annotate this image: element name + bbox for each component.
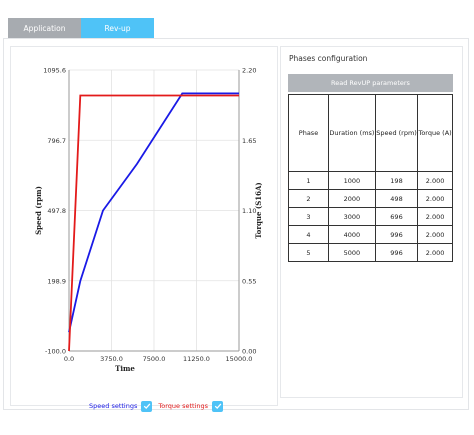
- speed-series-line: [68, 92, 239, 333]
- x-axis-title: Time: [115, 364, 135, 373]
- cell-duration[interactable]: 5000: [328, 243, 376, 262]
- cell-torque[interactable]: 2.000: [417, 243, 453, 262]
- cell-duration[interactable]: 1000: [328, 171, 376, 190]
- phases-title: Phases configuration: [289, 54, 368, 63]
- revup-chart: 0.0 3750.0 7500.0 11250.0 15000.0 -100.0 198.9…: [34, 67, 263, 374]
- read-revup-parameters-button[interactable]: Read RevUP parameters: [288, 74, 453, 92]
- column-header-speed: Speed (rpm): [374, 94, 419, 172]
- y2-tick-label: 0.55: [242, 277, 256, 285]
- y2-axis-title: Torque (S16A): [254, 182, 263, 239]
- x-tick-label: 3750.0: [100, 355, 123, 363]
- table-row: 5 5000 996 2.000: [288, 243, 453, 262]
- cell-torque[interactable]: 2.000: [417, 189, 453, 208]
- torque-settings-checkbox[interactable]: [212, 400, 224, 412]
- phases-configuration-panel: Phases configuration Read RevUP paramete…: [280, 46, 463, 398]
- cell-phase[interactable]: 2: [288, 189, 329, 208]
- cell-torque[interactable]: 2.000: [417, 207, 453, 226]
- column-header-torque: Torque (A): [417, 94, 453, 172]
- table-row: 3 3000 696 2.000: [288, 207, 453, 226]
- chart-container: 0.0 3750.0 7500.0 11250.0 15000.0 -100.0 198.9…: [10, 46, 278, 412]
- y-axis-title: Speed (rpm): [34, 186, 43, 235]
- speed-settings-checkbox[interactable]: [141, 400, 153, 412]
- cell-speed[interactable]: 696: [374, 207, 419, 226]
- speed-settings-label: Speed settings: [89, 402, 138, 410]
- cell-torque[interactable]: 2.000: [417, 225, 453, 244]
- cell-speed[interactable]: 198: [374, 171, 419, 190]
- cell-speed[interactable]: 498: [374, 189, 419, 208]
- column-header-phase: Phase: [288, 94, 329, 172]
- tab-application[interactable]: Application: [8, 18, 81, 38]
- cell-speed[interactable]: 996: [374, 225, 419, 244]
- torque-settings-label: Torque settings: [158, 402, 209, 410]
- table-header-row: Phase Duration (ms) Speed (rpm) Torque (…: [288, 94, 453, 172]
- y-tick-label: 198.9: [47, 277, 66, 285]
- cell-phase[interactable]: 3: [288, 207, 329, 226]
- cell-speed[interactable]: 996: [374, 243, 419, 262]
- torque-series-line: [68, 94, 239, 352]
- x-tick-label: 11250.0: [183, 355, 210, 363]
- y2-tick-label: 1.10: [242, 207, 256, 215]
- x-tick-label: 0.0: [64, 355, 74, 363]
- chart-legend: Speed settings Torque settings: [89, 399, 224, 413]
- column-header-duration: Duration (ms): [328, 94, 376, 172]
- y-tick-label: 1095.6: [43, 67, 66, 75]
- cell-phase[interactable]: 5: [288, 243, 329, 262]
- cell-duration[interactable]: 3000: [328, 207, 376, 226]
- table-row: 4 4000 996 2.000: [288, 225, 453, 244]
- y2-tick-label: 0.00: [242, 348, 256, 356]
- cell-duration[interactable]: 4000: [328, 225, 376, 244]
- x-tick-label: 7500.0: [143, 355, 166, 363]
- table-row: 1 1000 198 2.000: [288, 171, 453, 190]
- y-tick-label: 497.8: [47, 207, 66, 215]
- phases-table: Phase Duration (ms) Speed (rpm) Torque (…: [288, 94, 453, 262]
- tab-rev-up[interactable]: Rev-up: [81, 18, 154, 38]
- table-row: 2 2000 498 2.000: [288, 189, 453, 208]
- check-icon: [143, 403, 151, 410]
- rev-up-panel: 0.0 3750.0 7500.0 11250.0 15000.0 -100.0 198.9…: [3, 38, 469, 412]
- tab-bar: Application Rev-up: [8, 18, 154, 38]
- y2-tick-label: 1.65: [242, 137, 256, 145]
- check-icon: [214, 403, 221, 410]
- cell-torque[interactable]: 2.000: [417, 171, 453, 190]
- x-tick-label: 15000.0: [226, 355, 253, 363]
- cell-phase[interactable]: 1: [288, 171, 329, 190]
- y-tick-label: 796.7: [47, 137, 66, 145]
- cell-phase[interactable]: 4: [288, 225, 329, 244]
- y2-tick-label: 2.20: [242, 67, 256, 75]
- y-tick-label: -100.0: [45, 348, 66, 356]
- cell-duration[interactable]: 2000: [328, 189, 376, 208]
